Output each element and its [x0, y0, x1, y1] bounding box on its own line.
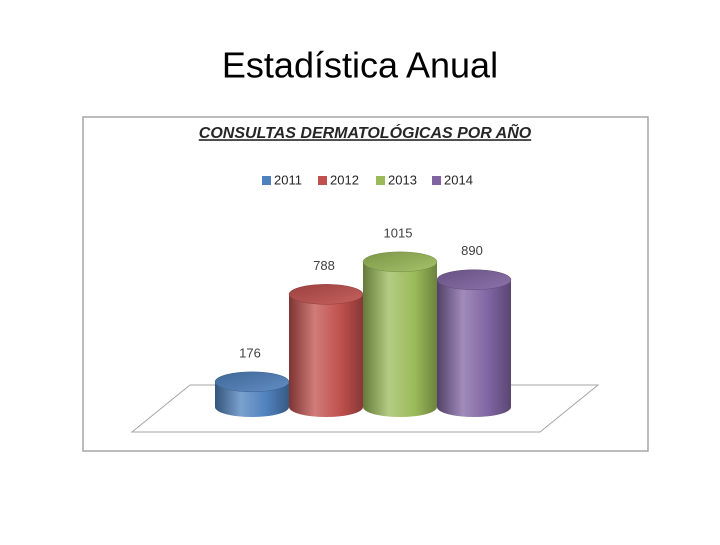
legend-swatch	[376, 176, 385, 185]
legend-label: 2013	[388, 172, 417, 187]
legend-label: 2014	[444, 172, 473, 187]
cylinder-top	[288, 284, 364, 305]
value-label: 890	[461, 243, 483, 258]
cylinder-top	[436, 269, 512, 290]
legend-label: 2011	[274, 172, 302, 187]
legend-swatch	[432, 176, 441, 185]
slide-title: Estadística Anual	[222, 45, 498, 86]
legend-swatch	[318, 176, 327, 185]
cylinder-body	[289, 294, 363, 417]
legend-swatch	[262, 176, 271, 185]
value-label: 788	[313, 258, 335, 273]
legend-label: 2012	[330, 172, 359, 187]
cylinder-body	[363, 261, 437, 417]
value-label: 176	[239, 345, 261, 360]
cylinder-top	[214, 371, 290, 393]
plot: 176 788 1015 890	[214, 225, 512, 417]
chart-title: CONSULTAS DERMATOLÓGICAS POR AÑO	[199, 122, 532, 142]
cylinder-body	[437, 279, 511, 417]
cylinder-top	[362, 251, 438, 273]
value-label: 1015	[384, 225, 413, 240]
